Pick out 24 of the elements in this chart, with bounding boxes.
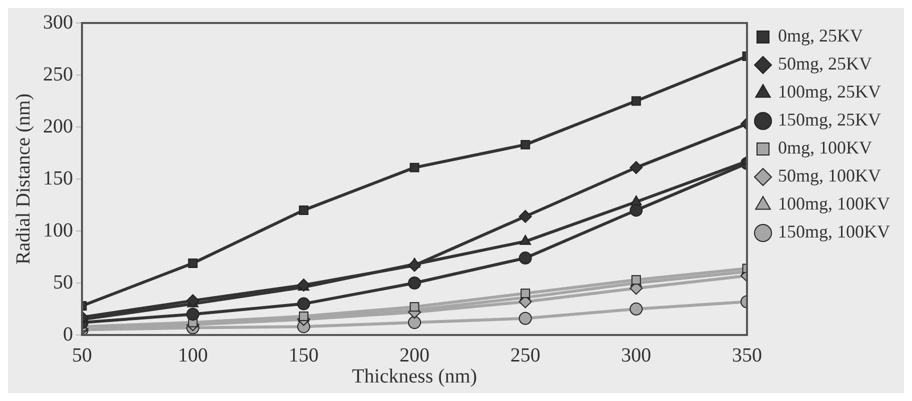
y-tick-label: 100: [43, 219, 73, 242]
x-tick-label: 100: [178, 344, 208, 366]
legend-label: 50mg, 25KV: [778, 54, 872, 74]
y-tick-label: 150: [43, 167, 73, 190]
x-axis-title: Thickness (nm): [352, 365, 477, 388]
legend-label: 50mg, 100KV: [778, 166, 881, 186]
legend-label: 150mg, 100KV: [778, 222, 890, 242]
y-tick-label: 0: [63, 323, 73, 346]
x-tick-label: 50: [72, 344, 92, 366]
legend-label: 100mg, 25KV: [778, 82, 881, 102]
legend-label: 0mg, 25KV: [778, 26, 863, 46]
y-axis-title: Radial Distance (nm): [12, 93, 34, 265]
legend-label: 100mg, 100KV: [778, 194, 890, 214]
legend-label: 0mg, 100KV: [778, 138, 872, 158]
x-tick-label: 150: [288, 344, 319, 366]
y-tick-label: 200: [43, 115, 73, 138]
y-tick-label: 250: [43, 63, 73, 86]
x-tick-label: 200: [400, 344, 430, 366]
y-tick-label: 300: [43, 11, 73, 34]
x-tick-label: 300: [621, 344, 652, 366]
x-tick-label: 250: [510, 344, 540, 366]
legend-label: 150mg, 25KV: [778, 110, 881, 130]
x-tick-label: 350: [732, 344, 762, 366]
y-tick-label: 50: [53, 271, 73, 294]
